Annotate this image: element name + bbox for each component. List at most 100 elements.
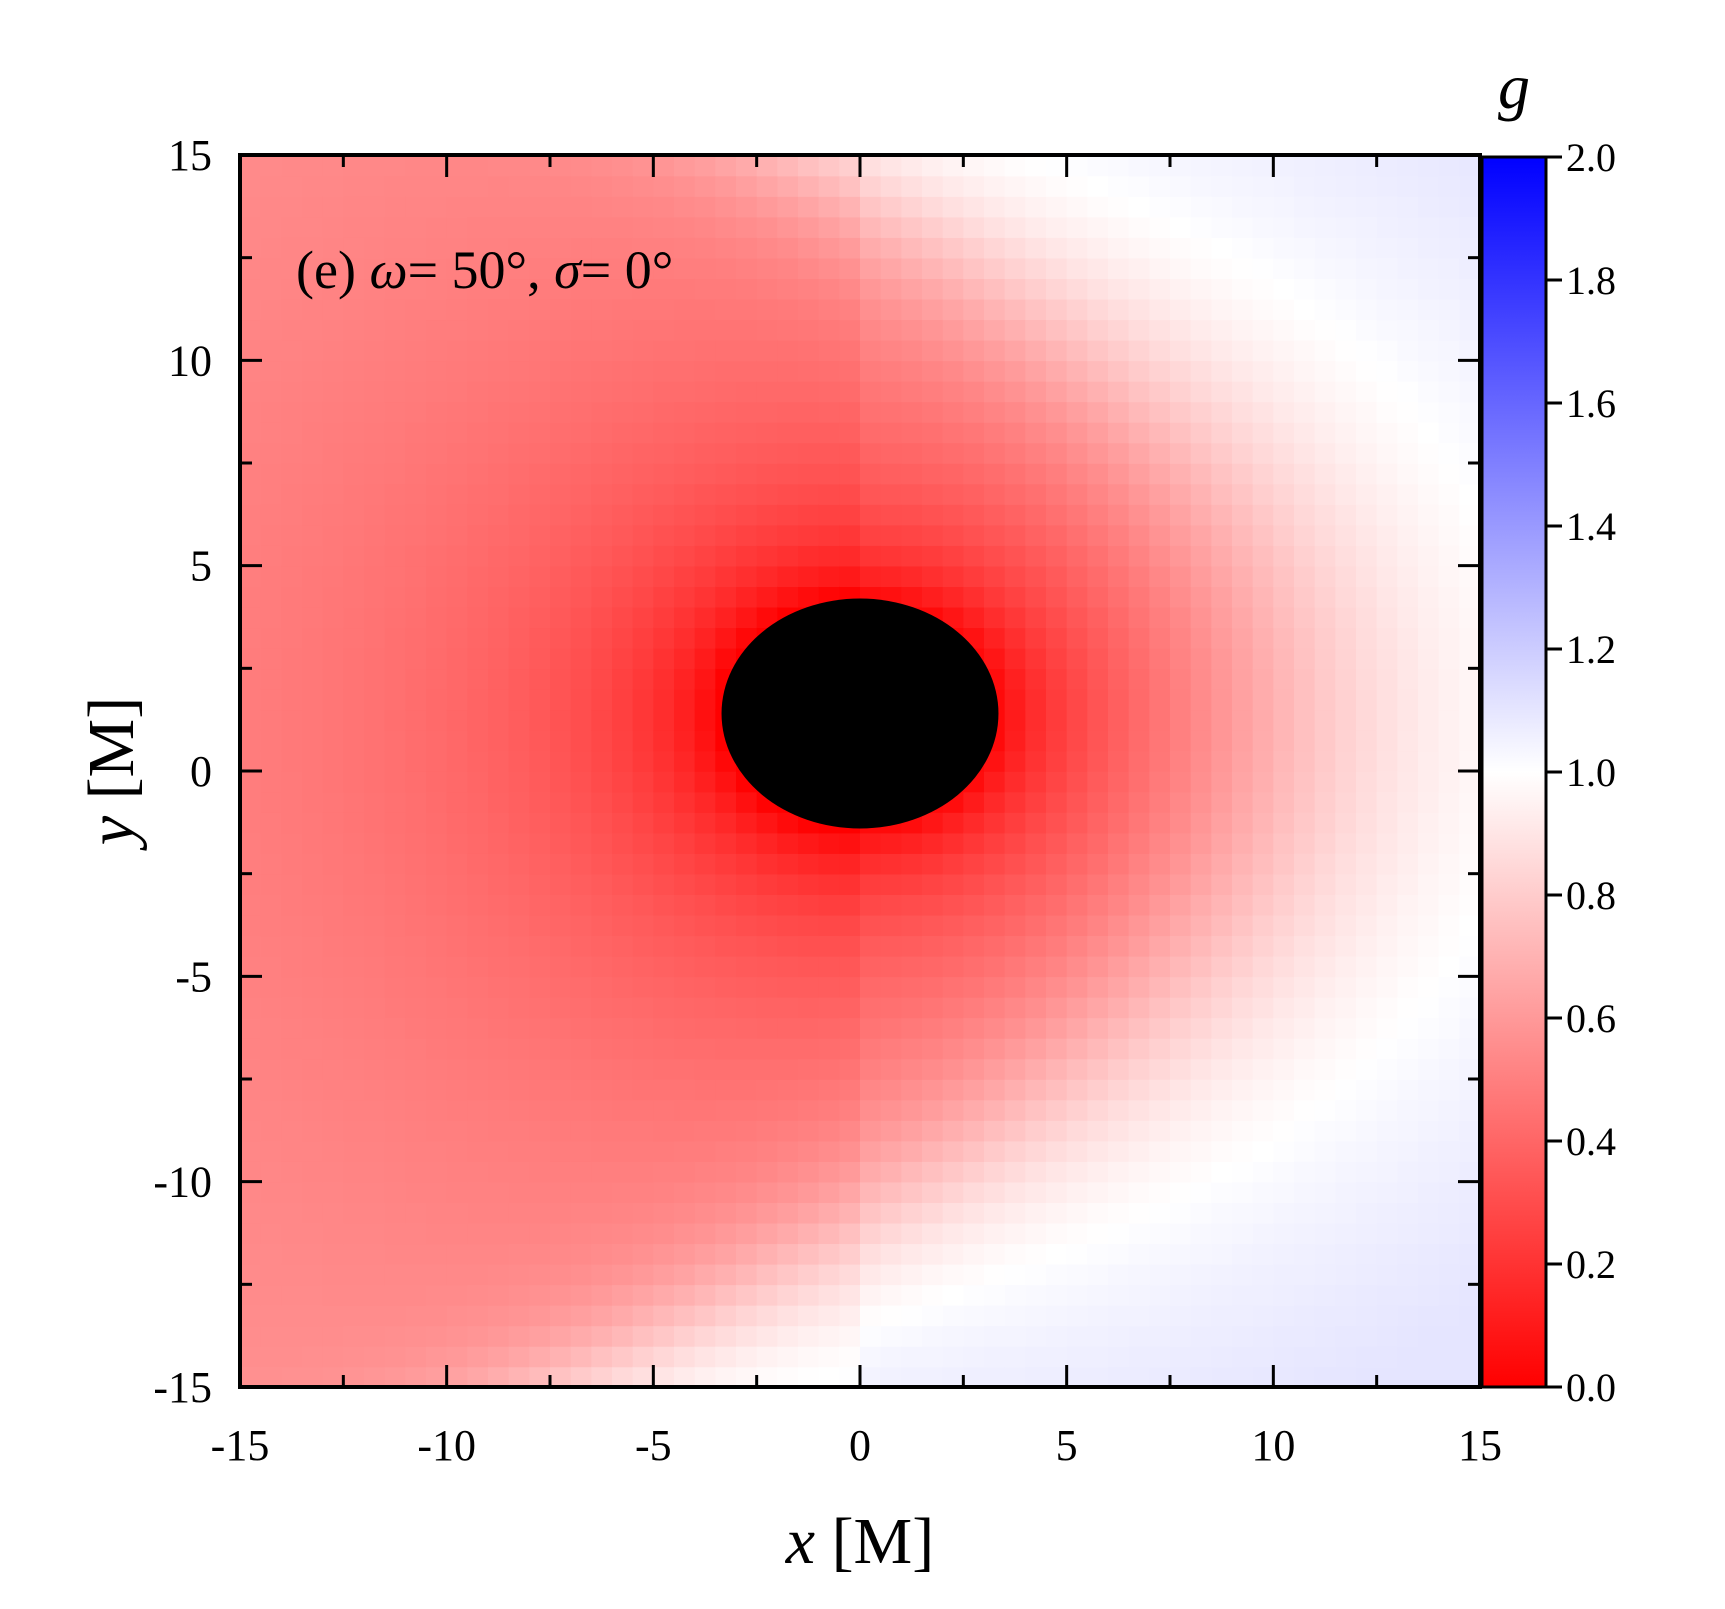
heatmap-cell — [818, 278, 841, 300]
heatmap-cell — [1170, 1222, 1192, 1245]
heatmap-cell — [901, 1161, 923, 1183]
heatmap-cell — [1046, 339, 1068, 362]
heatmap-cell — [777, 853, 799, 875]
heatmap-cell — [1335, 791, 1357, 813]
heatmap-cell — [880, 1263, 903, 1286]
heatmap-cell — [1397, 873, 1419, 895]
heatmap-cell — [694, 1099, 717, 1121]
heatmap-cell — [1459, 729, 1480, 752]
heatmap-cell — [322, 401, 345, 423]
heatmap-cell — [384, 504, 407, 526]
heatmap-cell — [467, 935, 489, 957]
heatmap-cell — [1397, 216, 1419, 238]
heatmap-cell — [570, 524, 593, 546]
heatmap-cell — [1108, 729, 1130, 752]
heatmap-cell — [322, 1181, 345, 1203]
heatmap-cell — [963, 996, 985, 1019]
heatmap-cell — [1335, 832, 1357, 854]
heatmap-cell — [880, 1202, 903, 1224]
heatmap-cell — [570, 1079, 593, 1101]
heatmap-cell — [839, 504, 861, 526]
heatmap-cell — [1459, 1017, 1480, 1039]
heatmap-cell — [694, 483, 717, 505]
heatmap-cell — [963, 1181, 985, 1203]
heatmap-cell — [281, 1202, 303, 1224]
heatmap-cell — [1252, 914, 1275, 937]
heatmap-cell — [632, 976, 655, 998]
heatmap-cell — [405, 1161, 427, 1183]
heatmap-cell — [591, 1222, 613, 1245]
heatmap-cell — [736, 955, 758, 978]
heatmap-cell — [880, 504, 903, 526]
heatmap-cell — [1232, 565, 1254, 587]
heatmap-cell — [1273, 1366, 1295, 1387]
heatmap-cell — [281, 1222, 303, 1245]
heatmap-cell — [1252, 606, 1275, 629]
heatmap-cell — [240, 401, 262, 423]
heatmap-cell — [777, 1058, 799, 1080]
heatmap-cell — [1438, 155, 1461, 177]
heatmap-cell — [1004, 1120, 1027, 1142]
heatmap-cell — [260, 606, 283, 629]
heatmap-cell — [467, 1263, 489, 1286]
heatmap-cell — [405, 237, 427, 259]
heatmap-cell — [1211, 545, 1233, 567]
heatmap-cell — [322, 586, 345, 608]
heatmap-cell — [1376, 380, 1399, 403]
heatmap-cell — [1087, 586, 1109, 608]
heatmap-cell — [260, 339, 283, 362]
heatmap-cell — [1066, 339, 1089, 362]
heatmap-cell — [860, 935, 882, 957]
heatmap-cell — [240, 1325, 262, 1347]
heatmap-cell — [1376, 771, 1399, 793]
heatmap-cell — [343, 565, 365, 587]
heatmap-cell — [467, 709, 489, 731]
heatmap-cell — [405, 1325, 427, 1347]
heatmap-cell — [674, 1058, 696, 1080]
heatmap-cell — [1190, 750, 1213, 772]
heatmap-cell — [1190, 1079, 1213, 1101]
heatmap-cell — [281, 504, 303, 526]
heatmap-cell — [1459, 709, 1480, 731]
heatmap-cell — [880, 1284, 903, 1306]
heatmap-cell — [632, 1037, 655, 1060]
heatmap-cell — [612, 853, 634, 875]
heatmap-cell — [880, 1017, 903, 1039]
heatmap-cell — [529, 688, 551, 711]
heatmap-cell — [798, 853, 820, 875]
heatmap-cell — [1438, 463, 1461, 485]
heatmap-cell — [612, 1099, 634, 1121]
heatmap-cell — [1314, 688, 1337, 711]
heatmap-cell — [1376, 668, 1399, 690]
heatmap-cell — [1418, 401, 1440, 423]
heatmap-cell — [901, 155, 923, 177]
heatmap-cell — [488, 545, 510, 567]
heatmap-cell — [818, 339, 841, 362]
heatmap-cell — [260, 380, 283, 403]
heatmap-cell — [1066, 853, 1089, 875]
heatmap-cell — [1294, 894, 1316, 916]
heatmap-cell — [1356, 853, 1378, 875]
heatmap-cell — [570, 914, 593, 937]
heatmap-cell — [426, 955, 448, 978]
heatmap-cell — [1190, 935, 1213, 957]
heatmap-cell — [1356, 319, 1378, 341]
heatmap-cell — [1066, 1263, 1089, 1286]
heatmap-cell — [529, 894, 551, 916]
heatmap-cell — [756, 1222, 779, 1245]
heatmap-cell — [1252, 668, 1275, 690]
heatmap-cell — [1252, 360, 1275, 382]
heatmap-cell — [922, 298, 944, 321]
heatmap-cell — [488, 1099, 510, 1121]
heatmap-cell — [674, 1037, 696, 1060]
heatmap-cell — [777, 155, 799, 177]
heatmap-cell — [322, 853, 345, 875]
heatmap-cell — [612, 894, 634, 916]
heatmap-cell — [1335, 339, 1357, 362]
heatmap-cell — [467, 298, 489, 321]
heatmap-cell — [694, 442, 717, 464]
heatmap-cell — [653, 1099, 675, 1121]
heatmap-cell — [1025, 1120, 1047, 1142]
heatmap-cell — [1149, 1304, 1171, 1327]
heatmap-cell — [1108, 155, 1130, 177]
